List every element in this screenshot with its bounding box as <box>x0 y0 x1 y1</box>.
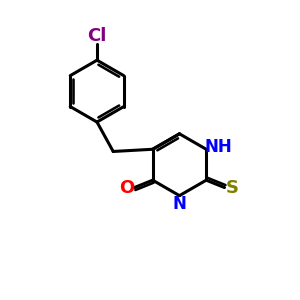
Text: N: N <box>172 196 186 214</box>
Text: S: S <box>225 178 238 196</box>
Text: NH: NH <box>205 138 232 156</box>
Text: Cl: Cl <box>87 27 107 45</box>
Text: O: O <box>119 178 135 196</box>
